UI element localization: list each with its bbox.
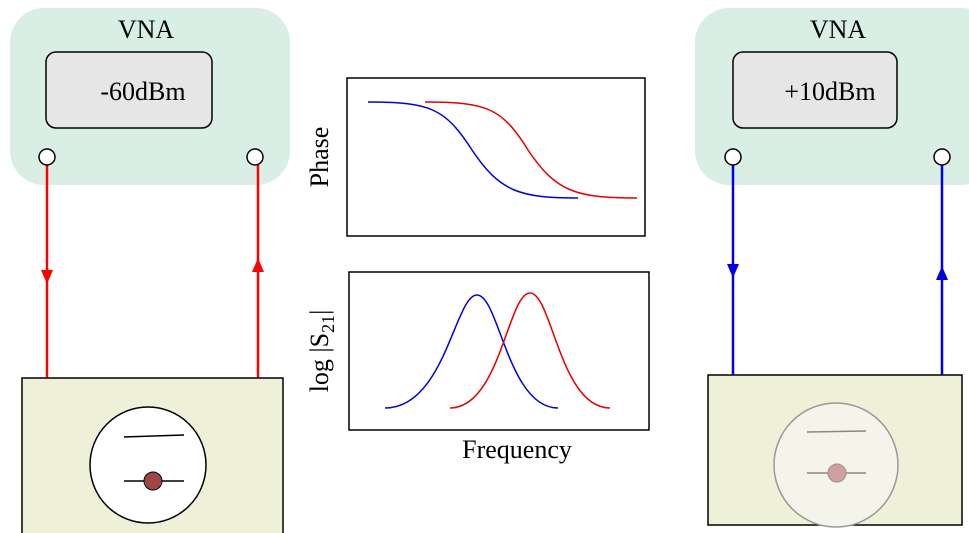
y-axis-label: log |S21| bbox=[305, 310, 338, 393]
vna-title: VNA bbox=[810, 15, 867, 44]
vna-power: -60dBm bbox=[100, 77, 185, 106]
phase-curve bbox=[424, 101, 638, 199]
arrow-up bbox=[936, 266, 948, 280]
sample-circle bbox=[89, 406, 207, 524]
port bbox=[933, 148, 951, 166]
particle bbox=[143, 471, 163, 491]
right-sample bbox=[707, 374, 963, 528]
port bbox=[38, 148, 56, 166]
plot-frame bbox=[346, 77, 646, 237]
left-vna: VNA -60dBm bbox=[10, 8, 290, 185]
s21-curve bbox=[384, 294, 559, 409]
left-cables bbox=[41, 165, 264, 378]
vna-display bbox=[45, 51, 213, 129]
phase-curve bbox=[367, 101, 579, 199]
vna-display bbox=[732, 51, 898, 129]
x-axis-label: Frequency bbox=[462, 435, 572, 464]
label-part: log |S bbox=[305, 333, 334, 392]
port bbox=[246, 148, 264, 166]
line bbox=[806, 430, 867, 433]
plot-frame bbox=[348, 271, 650, 431]
left-sample bbox=[21, 377, 284, 533]
phase-plot: Phase bbox=[305, 77, 646, 237]
right-vna: VNA +10dBm bbox=[695, 8, 969, 185]
s21-curve bbox=[449, 292, 611, 409]
arrow-down bbox=[727, 264, 739, 278]
vna-power: +10dBm bbox=[784, 77, 875, 106]
vna-title: VNA bbox=[118, 15, 175, 44]
port bbox=[724, 148, 742, 166]
y-axis-label: Phase bbox=[305, 127, 334, 188]
s21-plot: log |S21| Frequency bbox=[305, 271, 650, 464]
line bbox=[123, 434, 185, 438]
label-subscript: 21 bbox=[318, 315, 338, 333]
particle bbox=[827, 463, 847, 483]
arrow-down bbox=[41, 270, 53, 284]
right-cables bbox=[727, 165, 948, 375]
label-part: | bbox=[305, 310, 334, 315]
arrow-up bbox=[252, 258, 264, 272]
